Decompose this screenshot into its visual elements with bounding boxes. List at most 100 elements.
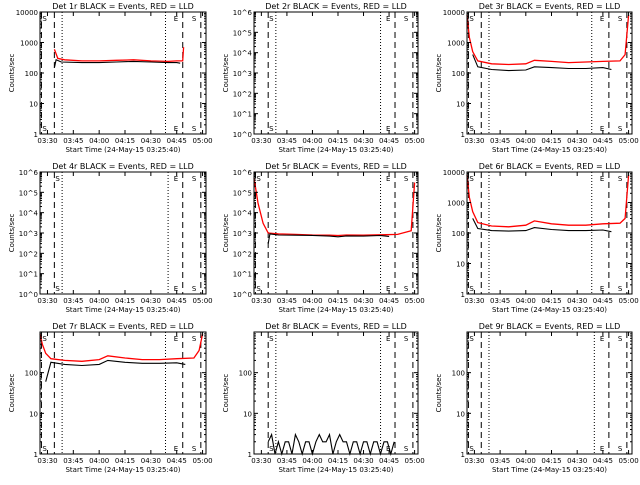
series-line bbox=[466, 174, 630, 228]
y-tick-label: 10^1 bbox=[19, 271, 38, 279]
marker-label-bottom: S bbox=[469, 285, 474, 293]
marker-label-bottom: E bbox=[600, 125, 604, 133]
x-tick-label: 03:45 bbox=[63, 457, 83, 465]
series-line bbox=[472, 218, 612, 233]
y-axis-label: Counts/sec bbox=[435, 54, 443, 93]
marker-label-top: S bbox=[42, 15, 47, 23]
marker-label-top: S bbox=[269, 335, 274, 343]
y-tick-label: 1 bbox=[461, 291, 465, 299]
marker-label-bottom: S bbox=[618, 445, 623, 453]
x-tick-label: 03:45 bbox=[277, 137, 297, 145]
marker-label-bottom: S bbox=[256, 285, 261, 293]
marker-label-top: E bbox=[600, 175, 604, 183]
x-tick-label: 04:30 bbox=[567, 457, 587, 465]
y-tick-label: 10^6 bbox=[233, 169, 253, 177]
marker-label-top: S bbox=[256, 175, 261, 183]
y-axis-label: Counts/sec bbox=[435, 214, 443, 253]
y-tick-label: 1000 bbox=[447, 200, 465, 208]
marker-label-bottom: S bbox=[618, 285, 623, 293]
series-line bbox=[267, 233, 390, 244]
series-line bbox=[253, 177, 416, 237]
marker-label-bottom: E bbox=[386, 125, 390, 133]
panel-title: Det 7r BLACK = Events, RED = LLD bbox=[52, 322, 194, 331]
y-tick-label: 10^3 bbox=[19, 230, 38, 238]
x-axis-label: Start Time (24-May-15 03:25:40) bbox=[278, 146, 393, 154]
panel-det-1: Det 1r BLACK = Events, RED = LLDSSEESS11… bbox=[8, 2, 213, 154]
x-tick-label: 04:15 bbox=[541, 137, 561, 145]
panel-title: Det 2r BLACK = Events, RED = LLD bbox=[265, 2, 407, 11]
x-tick-label: 04:45 bbox=[379, 297, 399, 305]
x-tick-label: 03:30 bbox=[37, 137, 57, 145]
y-tick-label: 10 bbox=[456, 261, 465, 269]
y-axis-label: Counts/sec bbox=[8, 214, 16, 253]
series-line bbox=[466, 14, 630, 66]
x-tick-label: 03:30 bbox=[251, 297, 271, 305]
panel-det-4: Det 4r BLACK = Events, RED = LLD S S E E S S 10… bbox=[8, 162, 213, 314]
x-tick-label: 03:30 bbox=[464, 297, 484, 305]
x-tick-label: 03:30 bbox=[37, 297, 57, 305]
marker-label-top: S bbox=[469, 15, 474, 23]
marker-label-bottom: S bbox=[404, 285, 409, 293]
x-tick-label: 03:45 bbox=[63, 137, 83, 145]
x-tick-label: 04:15 bbox=[541, 457, 561, 465]
x-tick-label: 04:30 bbox=[141, 137, 161, 145]
y-tick-label: 10^3 bbox=[233, 230, 252, 238]
y-tick-label: 1000 bbox=[447, 40, 465, 48]
x-tick-label: 04:45 bbox=[593, 297, 613, 305]
y-tick-label: 100 bbox=[452, 70, 465, 78]
x-tick-label: 04:15 bbox=[541, 297, 561, 305]
x-tick-label: 04:30 bbox=[141, 297, 161, 305]
x-tick-label: 04:30 bbox=[353, 457, 373, 465]
plot-frame bbox=[253, 11, 419, 135]
x-tick-label: 05:00 bbox=[192, 137, 212, 145]
marker-label-bottom: S bbox=[192, 445, 197, 453]
x-tick-label: 03:30 bbox=[251, 137, 271, 145]
y-tick-label: 1 bbox=[248, 451, 252, 459]
x-tick-label: 04:30 bbox=[353, 297, 373, 305]
plot-frame bbox=[39, 11, 207, 135]
marker-label-bottom: S bbox=[42, 125, 47, 133]
marker-label-bottom: E bbox=[174, 125, 178, 133]
panel-det-2: Det 2r BLACK = Events, RED = LLD S S E E S S 10… bbox=[222, 2, 425, 154]
x-tick-label: 05:00 bbox=[618, 137, 638, 145]
marker-label-top: S bbox=[42, 335, 47, 343]
plot-frame bbox=[466, 331, 633, 455]
marker-label-top: E bbox=[174, 15, 178, 23]
x-tick-label: 04:00 bbox=[516, 137, 536, 145]
marker-label-bottom: E bbox=[600, 445, 604, 453]
x-tick-label: 04:00 bbox=[89, 457, 109, 465]
y-tick-label: 10^6 bbox=[19, 169, 39, 177]
x-tick-label: 03:45 bbox=[277, 297, 297, 305]
x-tick-label: 04:00 bbox=[302, 297, 322, 305]
x-tick-label: 03:30 bbox=[251, 457, 271, 465]
y-tick-label: 10000 bbox=[443, 9, 465, 17]
plot-frame bbox=[253, 331, 419, 455]
plot-frame bbox=[253, 171, 419, 295]
marker-label-bottom: S bbox=[42, 445, 47, 453]
plot-frame bbox=[466, 171, 633, 295]
marker-label-top: S bbox=[192, 175, 197, 183]
x-tick-label: 04:00 bbox=[302, 457, 322, 465]
x-tick-label: 04:45 bbox=[593, 457, 613, 465]
x-tick-label: 04:00 bbox=[516, 457, 536, 465]
x-tick-label: 04:45 bbox=[379, 457, 399, 465]
y-tick-label: 10^5 bbox=[233, 189, 252, 197]
x-tick-label: 04:15 bbox=[115, 457, 135, 465]
marker-label-bottom: S bbox=[469, 445, 474, 453]
y-axis-label: Counts/sec bbox=[222, 54, 230, 93]
y-tick-label: 100 bbox=[452, 370, 465, 378]
y-tick-label: 10 bbox=[243, 410, 252, 418]
x-axis-label: Start Time (24-May-15 03:25:40) bbox=[492, 306, 607, 314]
x-tick-label: 04:45 bbox=[167, 137, 187, 145]
x-axis-label: Start Time (24-May-15 03:25:40) bbox=[65, 306, 180, 314]
y-tick-label: 10^1 bbox=[233, 111, 252, 119]
y-tick-label: 10 bbox=[456, 410, 465, 418]
marker-label-bottom: S bbox=[469, 125, 474, 133]
marker-label-bottom: S bbox=[404, 445, 409, 453]
panel-det-6: Det 6r BLACK = Events, RED = LLDSSEESS11… bbox=[435, 162, 639, 314]
x-tick-label: 05:00 bbox=[405, 457, 425, 465]
y-tick-label: 10000 bbox=[443, 169, 465, 177]
x-tick-label: 05:00 bbox=[405, 297, 425, 305]
y-tick-label: 10000 bbox=[16, 9, 38, 17]
y-tick-label: 100 bbox=[452, 230, 465, 238]
